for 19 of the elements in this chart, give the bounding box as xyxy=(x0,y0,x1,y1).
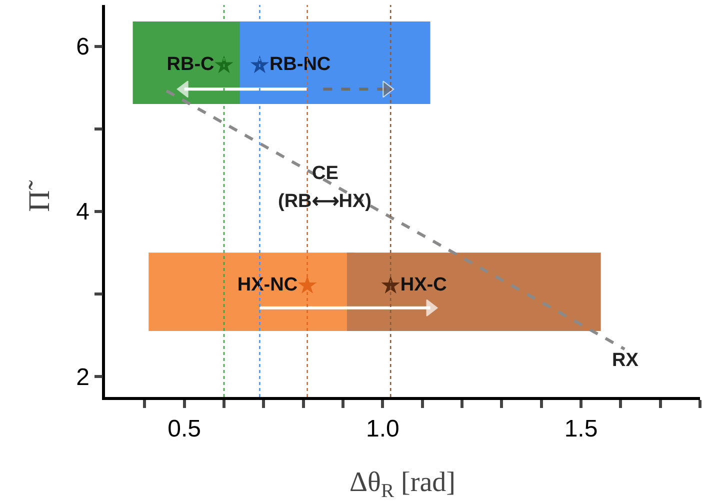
x-tick-label: 0.5 xyxy=(168,416,202,443)
x-axis-title: Δθ$_{R}$ [rad] xyxy=(350,467,456,502)
annotation: RX xyxy=(612,350,639,371)
series-label: RB-NC xyxy=(269,54,331,75)
y-axis-title: Π̃ xyxy=(23,180,56,212)
series-label: RB-C xyxy=(166,54,215,75)
y-tick-label: 2 xyxy=(76,364,90,391)
series-label: HX-C xyxy=(400,274,448,296)
x-tick-label: 1.0 xyxy=(366,416,400,443)
annotation: CE xyxy=(312,163,338,184)
y-tick-label: 6 xyxy=(76,34,90,61)
point xyxy=(298,276,317,294)
y-tick-label: 4 xyxy=(76,198,90,226)
point xyxy=(214,55,234,74)
series-label: HX-NC xyxy=(237,274,298,296)
point xyxy=(381,276,400,294)
point xyxy=(250,55,270,74)
annotation: (RB⟷HX) xyxy=(278,191,372,212)
x-tick-label: 1.5 xyxy=(564,416,598,443)
